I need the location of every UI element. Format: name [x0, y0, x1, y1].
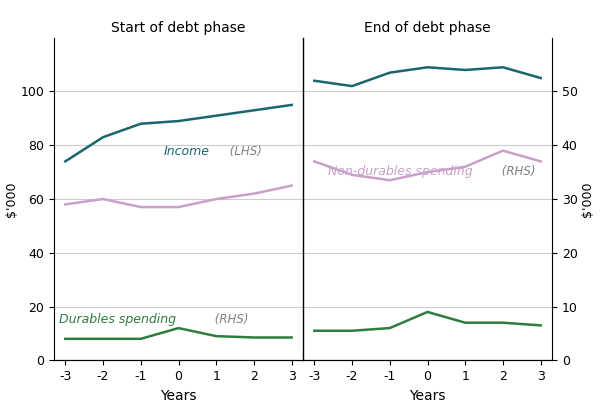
Text: Non-durables spending: Non-durables spending: [328, 165, 473, 178]
Text: Durables spending: Durables spending: [59, 313, 176, 326]
Title: End of debt phase: End of debt phase: [364, 21, 491, 35]
X-axis label: Years: Years: [160, 388, 197, 403]
Title: Start of debt phase: Start of debt phase: [112, 21, 245, 35]
Text: (LHS): (LHS): [226, 145, 262, 158]
Y-axis label: $'000: $'000: [5, 181, 17, 217]
Text: Income: Income: [164, 145, 209, 158]
Text: (RHS): (RHS): [211, 313, 248, 326]
X-axis label: Years: Years: [409, 388, 446, 403]
Text: (RHS): (RHS): [499, 165, 536, 178]
Y-axis label: $'000: $'000: [581, 181, 593, 217]
